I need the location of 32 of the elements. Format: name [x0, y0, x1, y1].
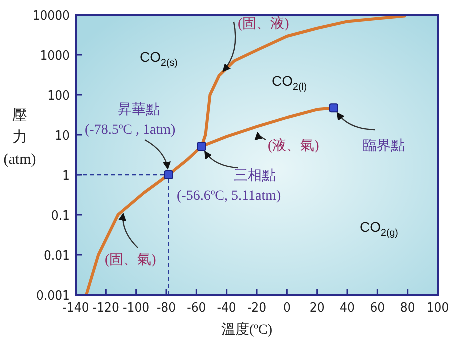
y-tick-label: 0.1	[51, 209, 70, 224]
x-tick-label: -120	[92, 301, 120, 316]
y-tick-label: 10000	[32, 9, 70, 24]
annotation: 昇華點 (-78.5ºC , 1atm)	[85, 102, 176, 138]
y-tick-label: 100	[48, 89, 70, 104]
y-tick-label: 1	[62, 169, 70, 184]
y-tick-label: 0.01	[44, 249, 70, 264]
x-tick-label: -40	[217, 301, 236, 316]
annotation: (液、氣)	[268, 138, 320, 154]
y-tick-label: 1000	[40, 49, 70, 64]
annotation: 三相點 (-56.6ºC, 5.11atm)	[177, 168, 282, 204]
x-tick-label: 80	[400, 301, 416, 316]
x-tick-label: -20	[247, 301, 267, 316]
x-tick-label: -100	[123, 301, 150, 316]
x-tick-label: -60	[187, 301, 206, 316]
annotation: (固、氣)	[105, 253, 157, 268]
x-tick-label: 0	[283, 301, 291, 316]
x-tick-label: 100	[426, 301, 450, 316]
y-tick-label: 10	[55, 129, 70, 144]
annotation: CO$_{2(l)}$	[272, 73, 308, 93]
annotation: CO$_{2(g)}$	[360, 219, 398, 239]
y-axis-title: 壓力(atm)	[4, 107, 36, 168]
y-tick-label: 0.001	[36, 289, 70, 304]
x-tick-label: 20	[310, 301, 325, 316]
annotation: (固、液)	[238, 16, 290, 32]
x-tick-label: -80	[156, 301, 176, 316]
x-axis-title: 溫度(ºC)	[221, 322, 273, 338]
x-tick-label: -140	[62, 301, 90, 316]
x-tick-label: 60	[370, 301, 386, 316]
x-tick-label: 40	[340, 301, 355, 316]
annotation: CO$_{2(s)}$	[140, 49, 178, 69]
annotation: 臨界點	[363, 138, 405, 154]
